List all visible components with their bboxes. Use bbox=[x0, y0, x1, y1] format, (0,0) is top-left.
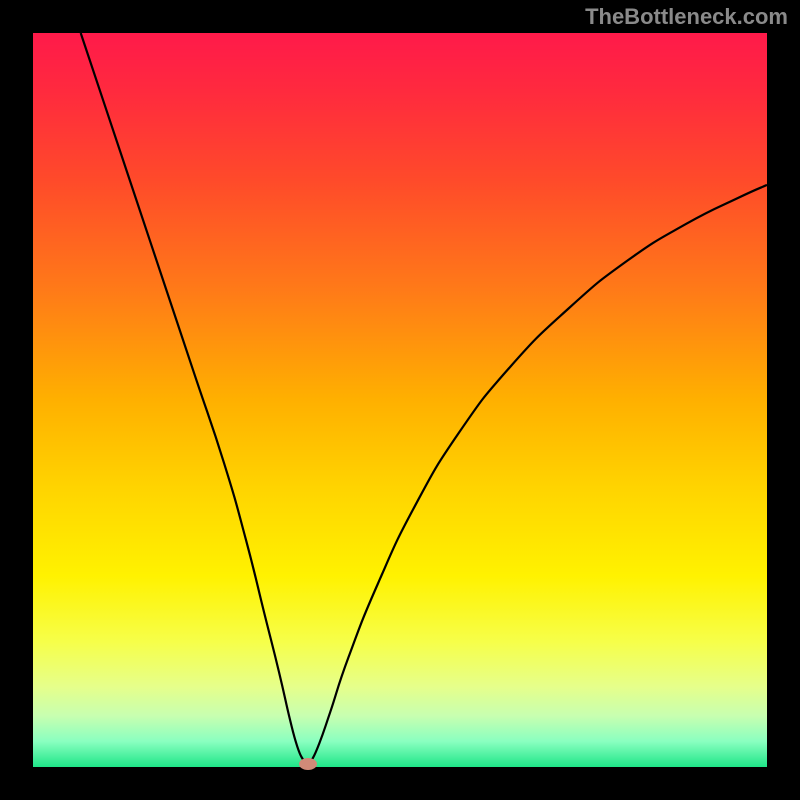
chart-plot-area bbox=[33, 33, 767, 767]
bottleneck-curve bbox=[33, 33, 767, 767]
watermark-text: TheBottleneck.com bbox=[585, 4, 788, 30]
curve-path bbox=[81, 33, 767, 764]
optimal-point-marker bbox=[299, 758, 317, 770]
